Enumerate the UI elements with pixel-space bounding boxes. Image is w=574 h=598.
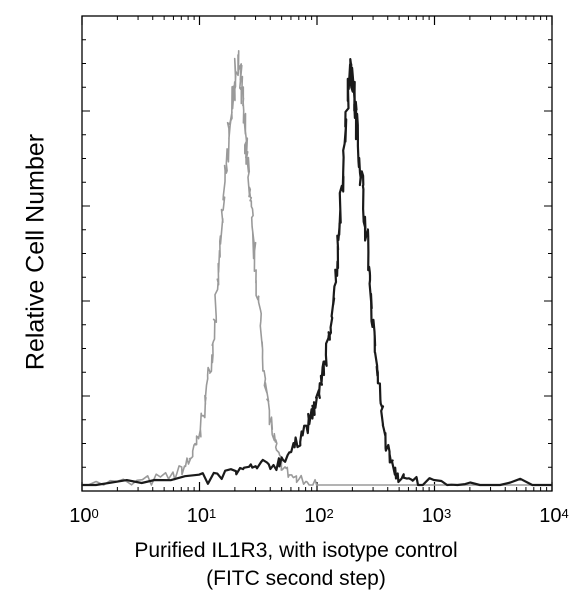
x-tick-exponent: 4 xyxy=(561,506,569,521)
x-tick-label: 100 xyxy=(69,506,98,526)
il1r3-histogram xyxy=(81,58,552,487)
plot-frame xyxy=(81,15,553,492)
x-tick-label: 101 xyxy=(187,506,216,526)
x-tick-exponent: 1 xyxy=(209,506,217,521)
series-lines xyxy=(81,50,552,487)
y-axis-label: Relative Cell Number xyxy=(21,133,50,371)
x-tick-base: 10 xyxy=(421,505,444,527)
x-tick-exponent: 0 xyxy=(91,506,99,521)
x-tick-label: 102 xyxy=(304,506,333,526)
x-tick-exponent: 2 xyxy=(326,506,334,521)
x-tick-base: 10 xyxy=(539,505,562,527)
x-tick-label: 103 xyxy=(422,506,451,526)
x-tick-base: 10 xyxy=(304,505,327,527)
axis-ticks xyxy=(81,15,553,492)
x-tick-base: 10 xyxy=(186,505,209,527)
x-axis-label: Purified IL1R3, with isotype control xyxy=(134,539,458,562)
x-tick-exponent: 3 xyxy=(444,506,452,521)
x-tick-base: 10 xyxy=(69,505,92,527)
isotype-control-histogram xyxy=(83,50,552,486)
x-axis-label-subtitle: (FITC second step) xyxy=(206,567,386,590)
x-tick-label: 104 xyxy=(539,506,568,526)
